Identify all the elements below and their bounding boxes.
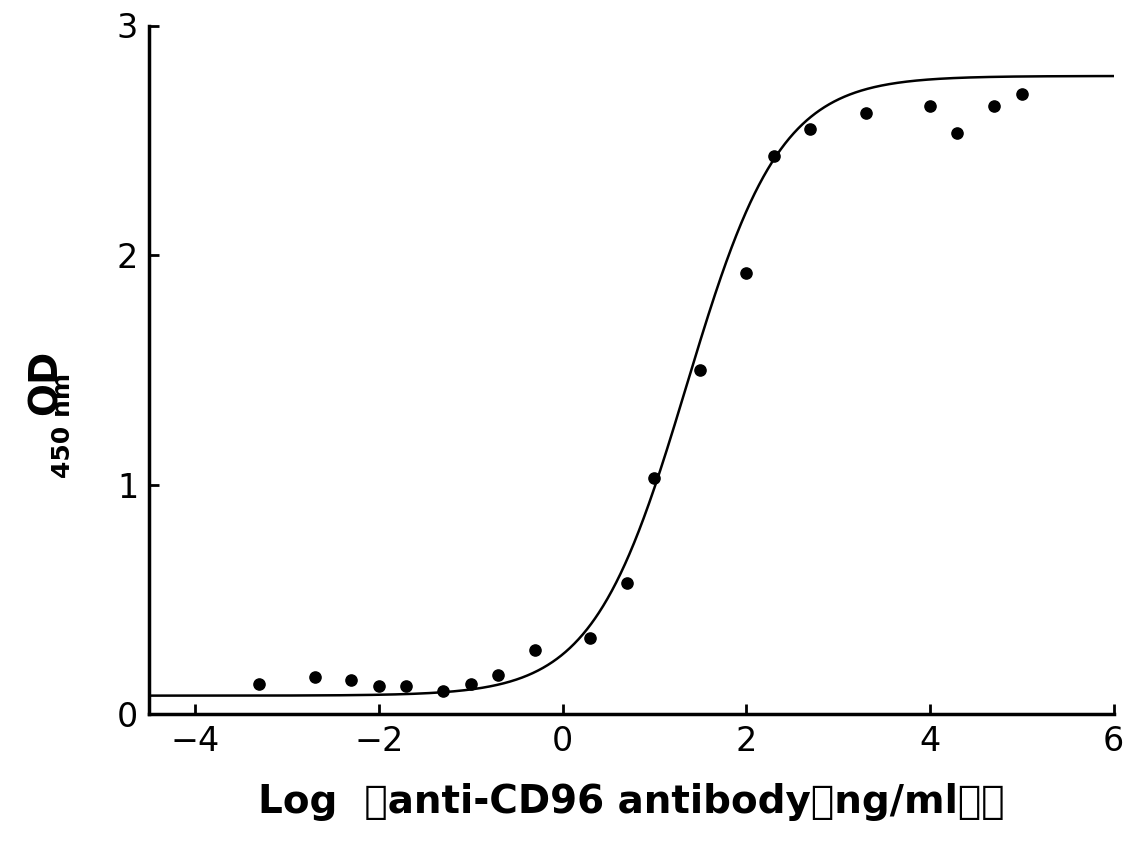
Point (691, 363, 709, 377)
Point (397, 680, 416, 694)
Point (985, 99, 1003, 113)
Point (921, 99, 939, 113)
Point (305, 671, 324, 684)
Point (461, 677, 480, 691)
Point (801, 122, 820, 136)
Point (948, 127, 967, 140)
Point (342, 673, 360, 687)
Point (618, 576, 636, 590)
Point (737, 267, 755, 280)
Text: OD: OD (26, 350, 65, 415)
Text: 450 nm: 450 nm (52, 372, 75, 478)
Point (645, 471, 664, 484)
Point (856, 106, 875, 120)
Point (1013, 88, 1031, 101)
X-axis label: Log  （anti-CD96 antibody（ng/ml））: Log （anti-CD96 antibody（ng/ml）） (258, 783, 1004, 821)
Point (581, 632, 599, 645)
Point (489, 668, 507, 682)
Point (250, 677, 269, 691)
Point (370, 680, 388, 694)
Point (434, 684, 452, 698)
Point (765, 150, 783, 163)
Point (526, 643, 544, 656)
